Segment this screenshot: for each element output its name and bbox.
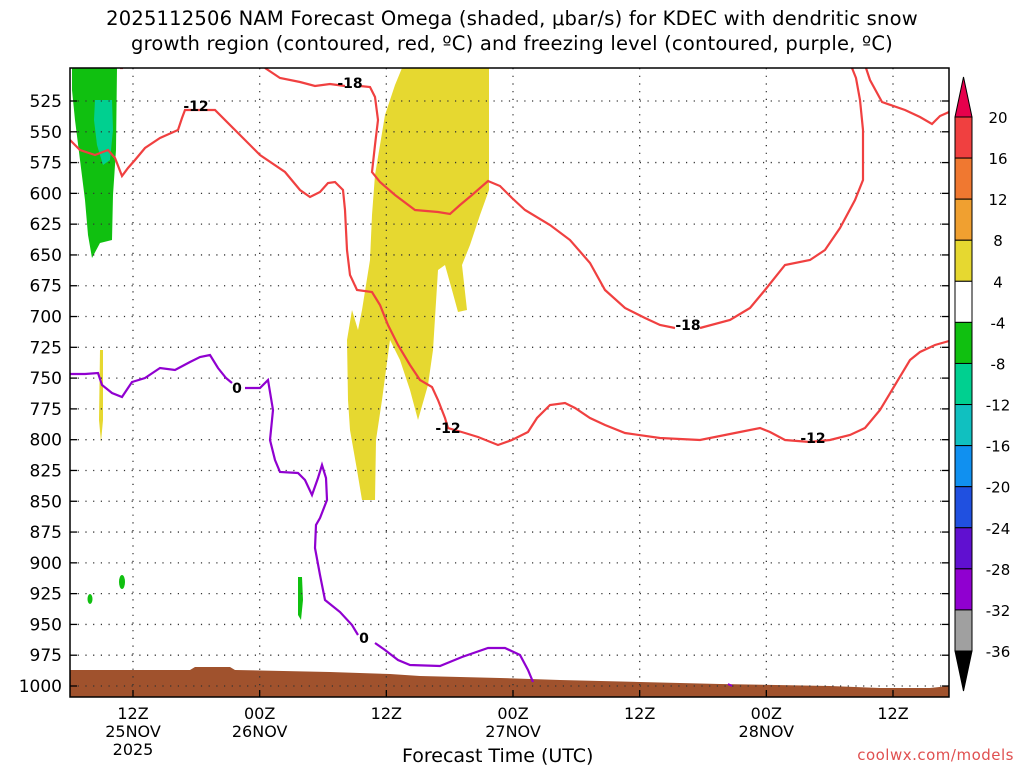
- contour-label: 0: [359, 631, 369, 647]
- colorbar-label: -20: [986, 479, 1011, 497]
- x-tick-label: 12Z: [624, 704, 655, 723]
- contour-label: 0: [232, 381, 242, 397]
- y-tick-label: 800: [30, 431, 62, 451]
- x-tick-date: 28NOV: [739, 722, 795, 741]
- x-tick-label: 12Z: [117, 704, 148, 723]
- colorbar-label: 4: [993, 273, 1003, 291]
- plot-frame: [69, 67, 950, 698]
- y-tick-label: 575: [30, 154, 62, 174]
- y-tick-label: 700: [30, 308, 62, 328]
- colorbar-label: -16: [986, 438, 1011, 456]
- omega-green-dot: [119, 575, 125, 589]
- y-tick-label: 825: [30, 461, 62, 481]
- y-tick-label: 750: [30, 369, 62, 389]
- colorbar-swatch: [954, 321, 973, 364]
- colorbar-label: -36: [986, 643, 1011, 661]
- y-tick-label: 975: [30, 646, 62, 666]
- colorbar-swatch: [954, 404, 973, 447]
- y-tick-label: 650: [30, 246, 62, 266]
- x-tick-label: 00Z: [244, 704, 275, 723]
- x-tick-year: 2025: [113, 740, 154, 759]
- x-axis-label: Forecast Time (UTC): [402, 745, 594, 767]
- colorbar-swatch: [954, 486, 973, 529]
- y-tick-label: 675: [30, 277, 62, 297]
- x-tick-label: 12Z: [371, 704, 402, 723]
- colorbar-label: 16: [988, 150, 1007, 168]
- contour-label: -18: [675, 318, 700, 334]
- colorbar-bottom-arrow: [954, 650, 973, 692]
- y-tick-label: 925: [30, 585, 62, 605]
- colorbar-label: -4: [991, 314, 1006, 332]
- colorbar-label: 12: [988, 191, 1007, 209]
- contour-label: -12: [800, 431, 825, 447]
- colorbar-label: -8: [991, 355, 1006, 373]
- freezing-level-0C-contour: [70, 353, 535, 683]
- colorbar-label: 20: [988, 109, 1007, 127]
- colorbar-label: -12: [986, 397, 1011, 415]
- omega-yellow-sliver: [99, 350, 103, 442]
- contour-label: -18: [337, 76, 362, 92]
- freezing-level-tick: [727, 683, 733, 687]
- colorbar-label: -32: [986, 602, 1011, 620]
- colorbar-swatch: [954, 527, 973, 570]
- x-tick-date: 27NOV: [485, 722, 541, 741]
- y-tick-label: 625: [30, 215, 62, 235]
- y-tick-label: 600: [30, 184, 62, 204]
- contour-label: -12: [435, 421, 460, 437]
- dgz-minus12-contour: [70, 108, 949, 447]
- omega-yellow-region: [347, 68, 489, 500]
- colorbar-label: 8: [993, 232, 1003, 250]
- colorbar-swatch: [954, 568, 973, 611]
- y-tick-label: 725: [30, 338, 62, 358]
- y-tick-label: 850: [30, 492, 62, 512]
- colorbar-swatch: [954, 239, 973, 282]
- x-tick-label: 12Z: [877, 704, 908, 723]
- colorbar-swatch: [954, 609, 973, 652]
- y-tick-label: 550: [30, 123, 62, 143]
- source-url[interactable]: coolwx.com/models: [857, 746, 1014, 764]
- chart-title-line-1: 2025112506 NAM Forecast Omega (shaded, μ…: [106, 7, 918, 30]
- y-tick-label: 950: [30, 615, 62, 635]
- chart-title-line-2: growth region (contoured, red, ºC) and f…: [131, 32, 893, 55]
- y-tick-label: 875: [30, 523, 62, 543]
- chart-title: 2025112506 NAM Forecast Omega (shaded, μ…: [0, 6, 1024, 56]
- y-tick-label: 1000: [19, 677, 62, 697]
- y-tick-label: 525: [30, 92, 62, 112]
- dgz-minus18-contour: [264, 68, 949, 330]
- colorbar-swatch: [954, 280, 973, 323]
- colorbar-swatch: [954, 116, 973, 159]
- colorbar-label: -24: [986, 520, 1011, 538]
- colorbar-label: -28: [986, 561, 1011, 579]
- colorbar-swatch: [954, 198, 973, 241]
- y-tick-label: 900: [30, 554, 62, 574]
- omega-green-blob: [298, 577, 303, 620]
- omega-green-dot: [87, 594, 93, 604]
- y-tick-label: 775: [30, 400, 62, 420]
- x-tick-label: 00Z: [751, 704, 782, 723]
- colorbar-swatch: [954, 362, 973, 406]
- x-tick-label: 00Z: [497, 704, 528, 723]
- contour-label: -12: [183, 99, 208, 115]
- colorbar-swatch: [954, 157, 973, 200]
- colorbar-top-arrow: [954, 76, 973, 118]
- colorbar-swatch: [954, 445, 973, 488]
- x-tick-date: 25NOV: [105, 722, 161, 741]
- terrain-ground: [70, 667, 949, 697]
- x-tick-date: 26NOV: [232, 722, 288, 741]
